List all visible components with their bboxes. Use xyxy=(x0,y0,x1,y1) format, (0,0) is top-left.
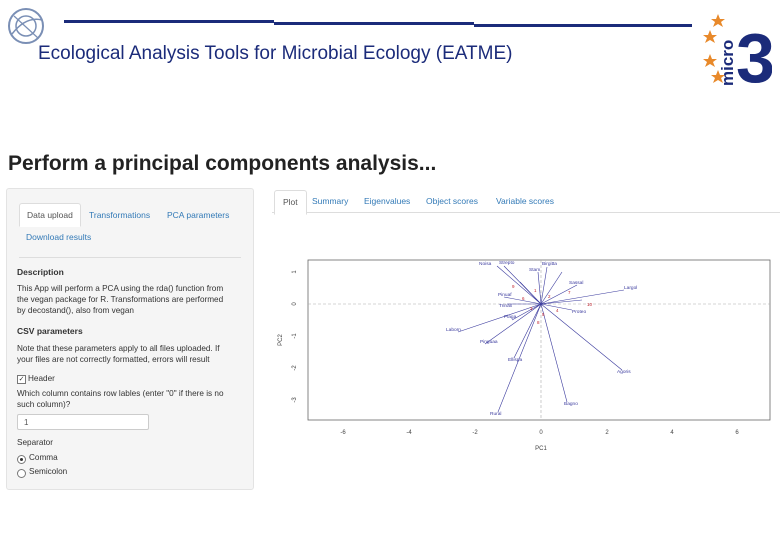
arrow xyxy=(540,299,583,305)
x-tick-label: 4 xyxy=(670,430,674,436)
y-axis-label: PC2 xyxy=(278,334,284,346)
main-tabs: Plot Summary Eigenvalues Object scores V… xyxy=(272,188,780,215)
header-rule xyxy=(474,24,692,27)
tab-pca-parameters[interactable]: PCA parameters xyxy=(167,210,230,220)
variable-label: Laborn xyxy=(446,327,461,333)
arrow xyxy=(540,303,573,311)
tab-plot[interactable]: Plot xyxy=(274,190,307,215)
tab-data-upload[interactable]: Data upload xyxy=(19,203,81,227)
sidebar-tabs: Data upload Transformations PCA paramete… xyxy=(19,203,241,258)
x-tick-label: -2 xyxy=(472,430,478,436)
csv-note: Note that these parameters apply to all … xyxy=(17,344,220,364)
separator-comma-label: Comma xyxy=(29,453,58,462)
arrow xyxy=(540,289,625,305)
university-logo xyxy=(4,4,52,52)
tab-variable-scores[interactable]: Variable scores xyxy=(496,196,554,206)
arrow xyxy=(540,271,563,305)
arrow xyxy=(540,303,568,403)
star-icon xyxy=(703,14,725,83)
header-checkbox-label: Header xyxy=(28,374,55,383)
sample-points: 1 2 3 4 5 6 7 8 9 10 xyxy=(512,284,593,325)
variable-label: Birgitta xyxy=(542,261,557,267)
sample-label: 9 xyxy=(512,284,515,289)
variable-label: Plaga xyxy=(504,314,517,320)
tab-object-scores[interactable]: Object scores xyxy=(426,196,478,206)
page-heading: Perform a principal components analysis.… xyxy=(8,152,437,175)
separator-semicolon-label: Semicolon xyxy=(29,467,68,476)
variable-label: Largol xyxy=(624,285,637,291)
x-tick-label: 0 xyxy=(539,430,543,436)
micro3-logo: micro 3 xyxy=(700,8,775,97)
x-tick-label: -6 xyxy=(340,430,346,436)
x-tick-label: 6 xyxy=(735,430,739,436)
page-title: Ecological Analysis Tools for Microbial … xyxy=(38,43,513,64)
sidebar-panel: Data upload Transformations PCA paramete… xyxy=(6,188,254,490)
y-tick-label: 1 xyxy=(292,270,298,274)
variable-label: Pinguaa xyxy=(480,339,498,345)
variable-label: Sassal xyxy=(569,280,583,286)
sample-label: 3 xyxy=(530,306,533,311)
variable-label: Agoris xyxy=(617,369,631,375)
arrow xyxy=(540,303,623,371)
variable-labels: Noisa Strepto Birgitta Stam Largol Labor… xyxy=(446,260,637,417)
arrow xyxy=(484,303,542,345)
sample-label: 1 xyxy=(534,288,537,293)
variable-label: Stam xyxy=(529,267,540,273)
sample-label: 5 xyxy=(542,312,545,317)
csv-parameters-heading: CSV parameters xyxy=(17,326,83,336)
arrow xyxy=(511,303,542,321)
header-rule xyxy=(274,22,474,25)
separator-label: Separator xyxy=(17,438,53,447)
sample-label: 7 xyxy=(568,290,571,295)
sample-label: 8 xyxy=(537,320,540,325)
arrow xyxy=(540,266,548,305)
description-heading: Description xyxy=(17,267,64,277)
tab-eigenvalues[interactable]: Eigenvalues xyxy=(364,196,411,206)
y-tick-label: -2 xyxy=(292,365,298,371)
arrow xyxy=(537,271,542,305)
separator-semicolon-radio[interactable] xyxy=(17,469,26,478)
header-checkbox[interactable]: ✓ xyxy=(17,375,26,384)
sample-label: 10 xyxy=(587,302,593,307)
tab-download-results[interactable]: Download results xyxy=(26,232,92,242)
variable-label: Proteo xyxy=(572,309,586,315)
variable-arrows xyxy=(457,265,625,413)
rownames-label: Which column contains row lables (enter … xyxy=(17,389,224,409)
sample-label: 6 xyxy=(522,296,525,301)
svg-text:micro: micro xyxy=(718,40,737,86)
sample-label: 2 xyxy=(548,294,551,299)
arrow xyxy=(513,303,542,359)
arrow xyxy=(519,281,542,305)
pca-biplot: -6 -4 -2 0 2 4 6 PC1 1 0 -1 -2 -3 PC2 xyxy=(278,259,771,452)
variable-label: Bagno xyxy=(564,401,578,407)
arrow xyxy=(540,284,578,305)
rownames-input[interactable]: 1 xyxy=(17,414,149,430)
variable-label: Rural xyxy=(490,411,501,417)
y-tick-label: 0 xyxy=(292,302,298,306)
variable-label: Trinax xyxy=(499,303,513,309)
variable-label: Noisa xyxy=(479,261,492,267)
plot-frame xyxy=(307,259,771,421)
arrow xyxy=(497,303,542,413)
tab-summary[interactable]: Summary xyxy=(312,196,349,206)
variable-label: Ellispa xyxy=(508,357,522,363)
y-tick-label: -3 xyxy=(292,397,298,403)
variable-label: Strepto xyxy=(499,260,515,266)
header-rule xyxy=(64,20,274,23)
tab-transformations[interactable]: Transformations xyxy=(89,210,151,220)
arrow xyxy=(503,296,542,305)
arrow xyxy=(457,303,542,333)
arrow xyxy=(496,265,542,305)
variable-label: Pinuaf xyxy=(498,292,512,298)
x-tick-label: -4 xyxy=(406,430,412,436)
separator-comma-radio[interactable] xyxy=(17,455,26,464)
sample-label: 4 xyxy=(556,308,559,313)
svg-text:3: 3 xyxy=(736,19,772,88)
description-text: This App will perform a PCA using the rd… xyxy=(17,284,224,315)
x-axis-label: PC1 xyxy=(535,446,547,452)
x-tick-label: 2 xyxy=(605,430,609,436)
y-tick-label: -1 xyxy=(292,333,298,339)
